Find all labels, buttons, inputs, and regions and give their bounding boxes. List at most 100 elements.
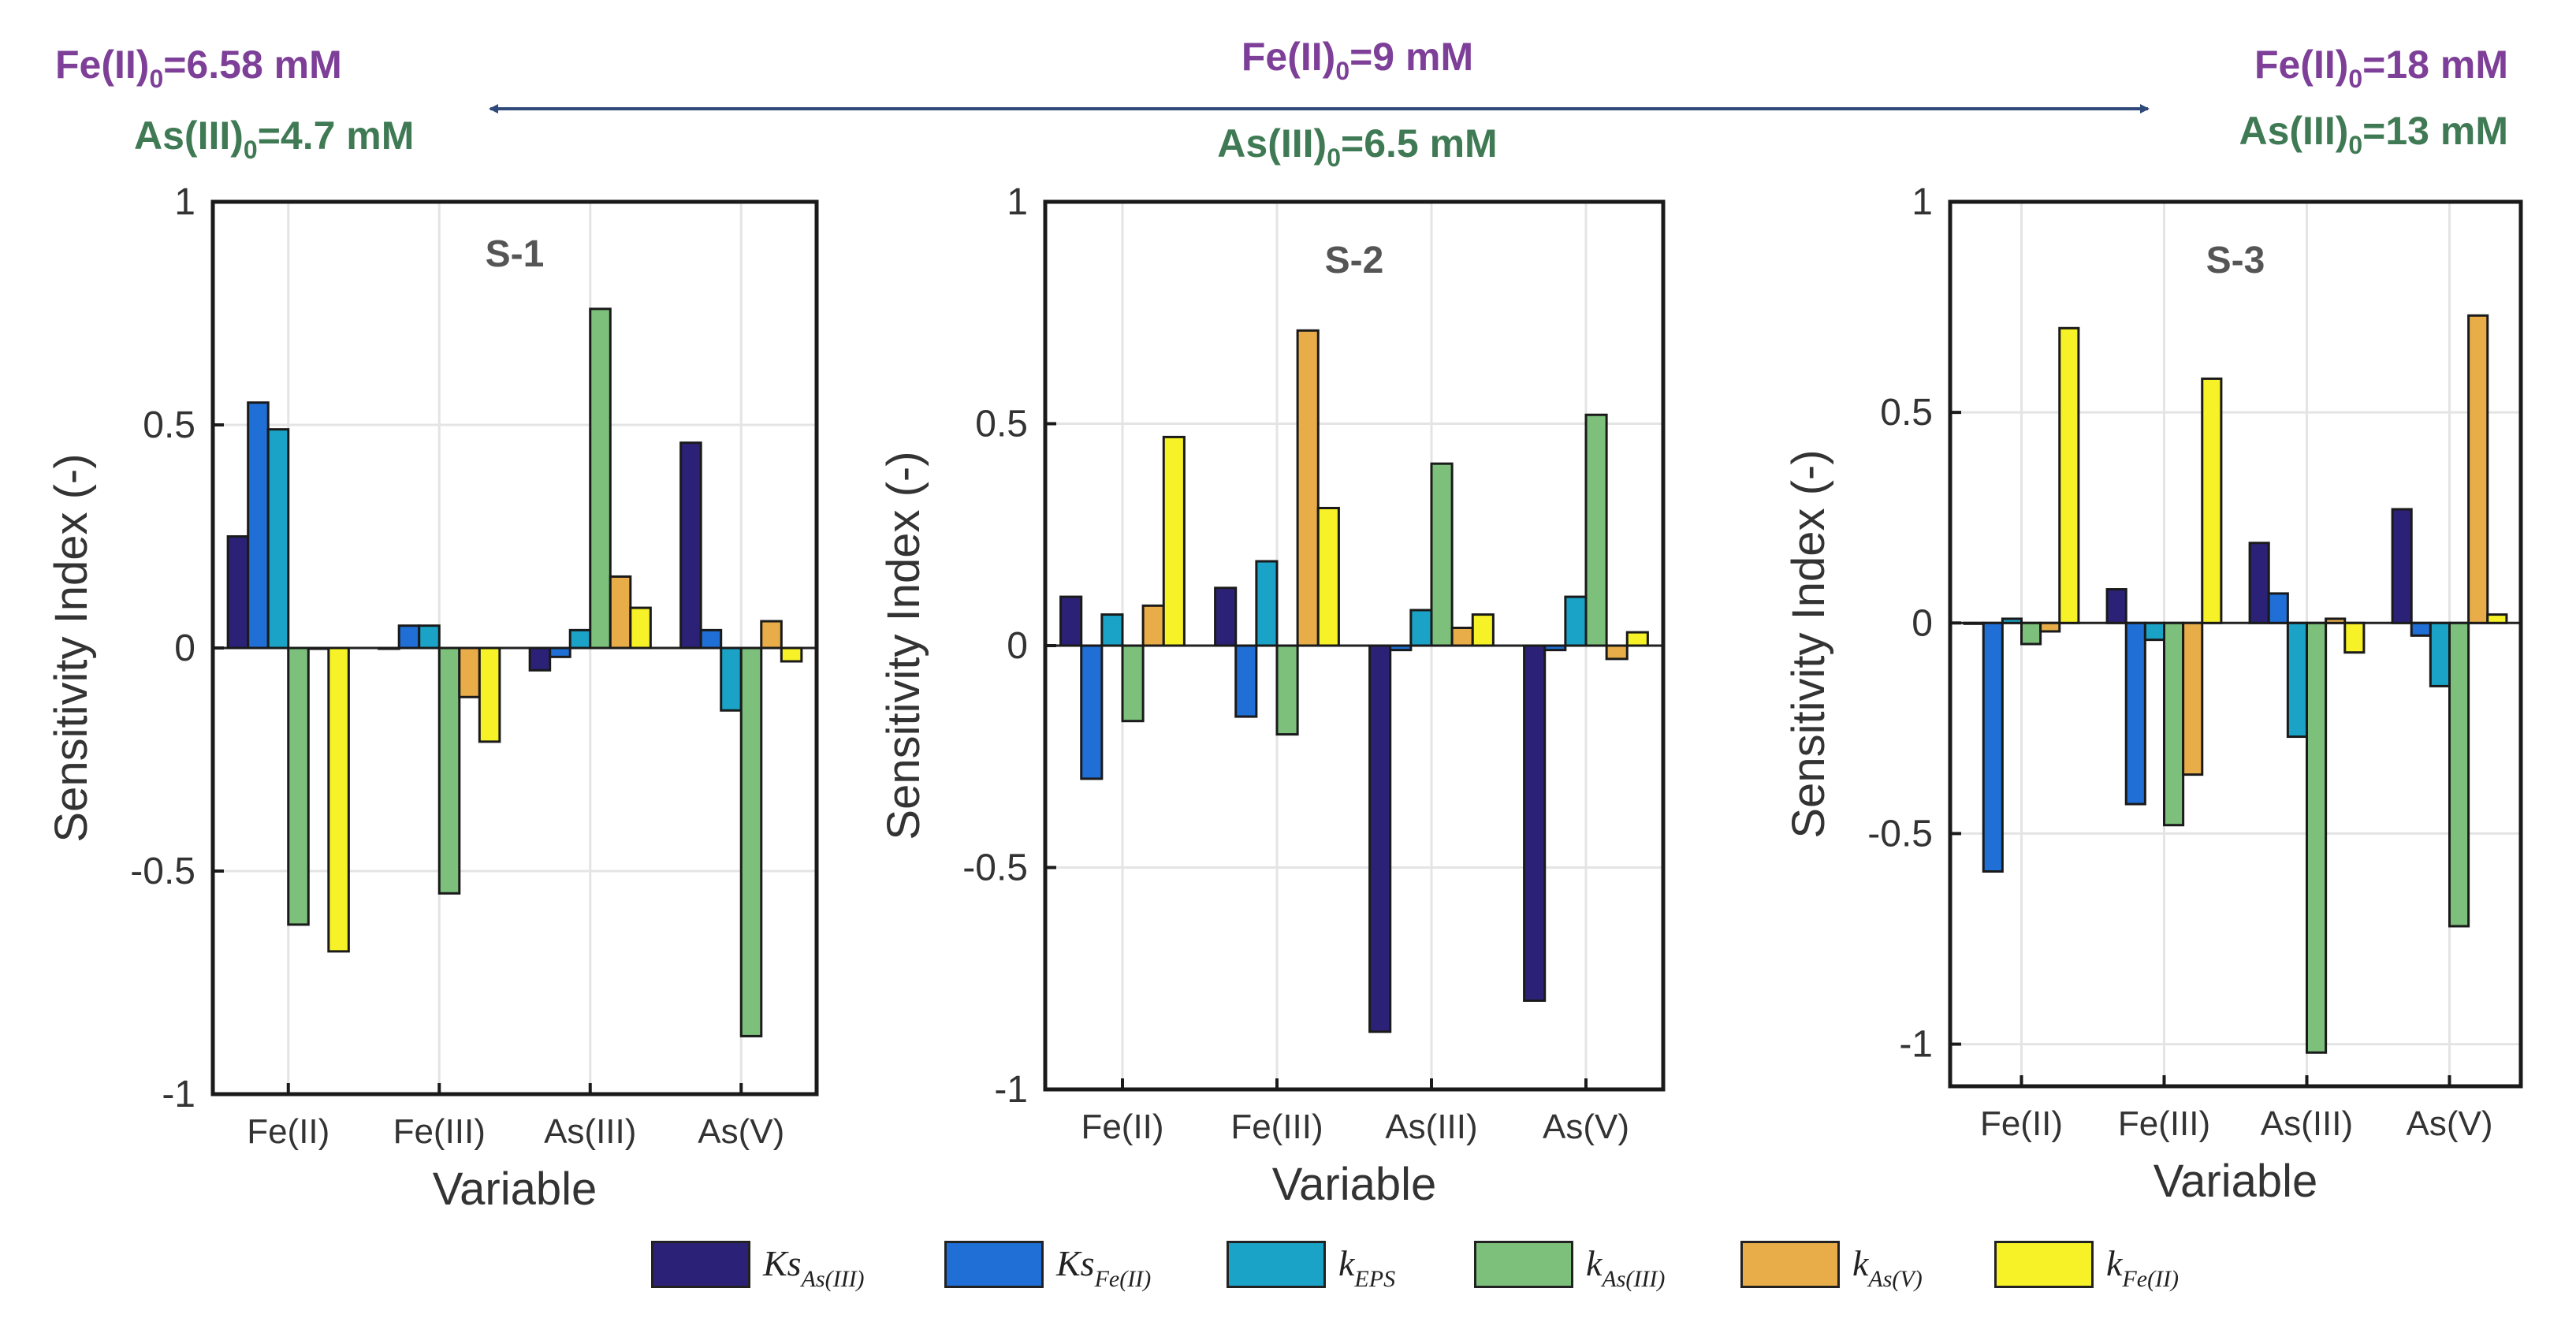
y-tick-label: 0.5 [975,404,1028,445]
bar-feii-series-1 [1963,621,1985,625]
legend-swatch [1227,1241,1326,1288]
bar-asv-series-3 [720,646,743,712]
x-tick-label: As(III) [544,1112,636,1151]
legend-swatch [944,1241,1044,1288]
bar-feiii-series-6 [478,646,501,743]
x-tick-label: As(V) [2407,1104,2493,1143]
x-tick-label: As(V) [698,1112,784,1151]
legend-label: kFe(II) [2106,1243,2180,1292]
bar-feiii-series-1 [1214,586,1238,647]
bar-asiii-series-1 [1368,644,1392,1033]
bar-feii-series-4 [2020,621,2042,646]
chart-title: S-1 [486,233,545,275]
right-as-label: As(III)0=13 mM [2239,109,2508,159]
bar-asv-series-4 [739,646,763,1037]
bar-asiii-series-5 [1450,626,1474,647]
bar-feiii-series-2 [2124,621,2146,806]
bar-asiii-series-2 [1389,644,1413,652]
bar-asv-series-5 [1605,644,1629,661]
bar-feiii-series-2 [1234,644,1258,718]
x-tick-label: Fe(II) [247,1112,329,1151]
bar-feii-series-3 [2001,617,2023,624]
bar-asv-series-6 [780,646,803,663]
bar-feiii-series-1 [2105,588,2127,624]
chart-panel-1: -1 -0.5 0 0.5 1 Fe(II) Fe(III) As(III) As(V) S-1 V… [46,181,819,1215]
mid-as-label: As(III)0=6.5 mM [1217,121,1498,172]
left-as-label: As(III)0=4.7 mM [134,114,415,164]
bar-asiii-series-5 [2325,617,2347,624]
bar-asv-series-6 [1625,631,1649,647]
bar-asiii-series-1 [2248,542,2270,624]
right-fe-label: Fe(II)0=18 mM [2254,43,2508,93]
bar-asv-series-4 [2448,621,2470,928]
legend-label: KsAs(III) [763,1243,865,1292]
y-tick-label: 0 [1007,625,1028,667]
chart-title: S-3 [2206,240,2265,281]
bar-asv-series-4 [1584,413,1608,647]
bar-feiii-series-4 [2163,621,2185,827]
bar-asv-series-2 [2410,621,2432,637]
x-tick-label: As(III) [1385,1108,1477,1146]
bar-feiii-series-3 [1255,560,1279,647]
bar-feii-series-2 [1982,621,2004,873]
bar-asiii-series-3 [568,628,592,650]
legend-swatch [1474,1241,1573,1288]
bar-asv-series-1 [679,441,702,650]
bar-feiii-series-5 [458,646,481,698]
bar-asv-series-1 [1523,644,1547,1002]
chart-title: S-2 [1325,240,1384,281]
legend-swatch [1994,1241,2094,1288]
x-tick-label: Fe(II) [1980,1104,2063,1143]
y-axis-label: Sensitivity Index (-) [878,451,929,840]
y-tick-label: 1 [174,181,195,223]
bar-asv-series-1 [2391,508,2413,624]
bar-asiii-series-3 [1409,609,1433,647]
x-tick-label: As(V) [1543,1108,1629,1146]
bar-feii-series-4 [287,646,310,926]
y-tick-label: 1 [1912,181,1933,223]
y-tick-label: 0 [174,627,195,669]
bar-asv-series-3 [1564,595,1588,647]
legend-label: kAs(III) [1586,1243,1666,1292]
bar-feiii-series-3 [418,624,441,650]
bar-feiii-series-5 [1296,329,1320,647]
y-tick-label: -1 [994,1069,1028,1111]
y-tick-label: -0.5 [130,851,195,892]
legend-label: kAs(V) [1852,1243,1923,1292]
bar-feiii-series-5 [2182,621,2204,776]
bar-asiii-series-5 [609,575,632,650]
bar-asiii-series-4 [2306,621,2328,1054]
bar-feii-series-4 [1121,644,1145,723]
y-tick-label: 1 [1007,181,1028,223]
chart-panel-2: -1 -0.5 0 0.5 1 Fe(II) Fe(III) As(III) As(V) S-2 V… [878,181,1666,1210]
bar-feii-series-1 [226,535,250,650]
bar-feiii-series-6 [1316,506,1340,647]
bar-feii-series-3 [1100,613,1124,647]
y-tick-label: 0 [1912,602,1933,644]
y-tick-label: -1 [1899,1024,1933,1066]
bar-feii-series-5 [2039,621,2061,633]
legend-swatch [651,1241,750,1288]
bar-asiii-series-1 [528,646,552,672]
legend-swatch [1740,1241,1840,1288]
bar-feiii-series-6 [2201,377,2223,624]
bar-asiii-series-6 [629,606,652,650]
x-tick-label: As(III) [2261,1104,2353,1143]
bar-asv-series-2 [699,628,723,650]
y-axis-label: Sensitivity Index (-) [46,453,97,842]
bar-asv-series-5 [2467,314,2489,624]
bar-asiii-series-6 [2343,621,2366,654]
left-fe-label: Fe(II)0=6.58 mM [55,43,342,93]
bar-asiii-series-3 [2286,621,2309,739]
bar-feiii-series-3 [2143,621,2166,642]
bar-feiii-series-2 [397,624,421,650]
chart-panel-3: -1 -0.5 0 0.5 1 Fe(II) Fe(III) As(III) As(V) S-3 V… [1783,181,2523,1207]
bar-asv-series-5 [760,620,783,650]
y-tick-label: -0.5 [962,847,1028,889]
x-axis-label: Variable [2153,1156,2318,1207]
legend-label: kEPS [1338,1243,1396,1292]
x-axis-label: Variable [1272,1159,1437,1210]
y-tick-label: -0.5 [1867,813,1933,855]
